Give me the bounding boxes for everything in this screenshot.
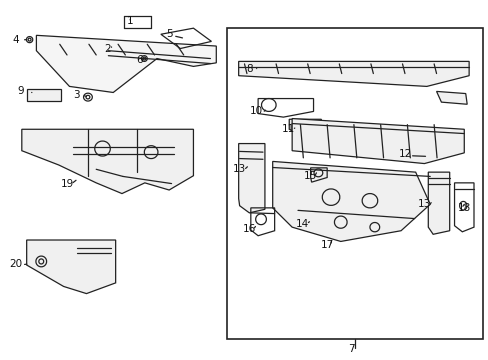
Text: 15: 15 <box>303 171 316 181</box>
Text: 19: 19 <box>61 179 74 189</box>
Text: 13: 13 <box>417 199 430 209</box>
Polygon shape <box>272 161 429 242</box>
Text: 5: 5 <box>165 29 172 39</box>
Text: 14: 14 <box>296 219 309 229</box>
Text: 16: 16 <box>242 224 255 234</box>
Polygon shape <box>436 91 466 104</box>
Bar <box>227 28 482 339</box>
Polygon shape <box>238 62 468 86</box>
Polygon shape <box>27 89 61 101</box>
Text: 18: 18 <box>457 203 470 213</box>
Text: 10: 10 <box>249 107 263 116</box>
Text: 12: 12 <box>399 149 412 159</box>
Text: 7: 7 <box>347 343 354 354</box>
Polygon shape <box>288 119 321 134</box>
Polygon shape <box>238 144 264 213</box>
Text: 13: 13 <box>233 163 246 174</box>
Text: 9: 9 <box>18 86 24 96</box>
Polygon shape <box>291 118 463 163</box>
Text: 1: 1 <box>127 16 133 26</box>
Text: 17: 17 <box>320 240 333 250</box>
Text: 2: 2 <box>104 44 110 54</box>
Text: 8: 8 <box>245 64 252 73</box>
Polygon shape <box>27 240 116 294</box>
Polygon shape <box>22 129 193 194</box>
Text: 6: 6 <box>136 55 143 65</box>
Text: 11: 11 <box>281 124 294 134</box>
Text: 3: 3 <box>73 90 80 100</box>
Text: 4: 4 <box>13 35 19 45</box>
Text: 20: 20 <box>9 259 22 269</box>
Polygon shape <box>36 35 216 93</box>
Polygon shape <box>427 172 449 234</box>
